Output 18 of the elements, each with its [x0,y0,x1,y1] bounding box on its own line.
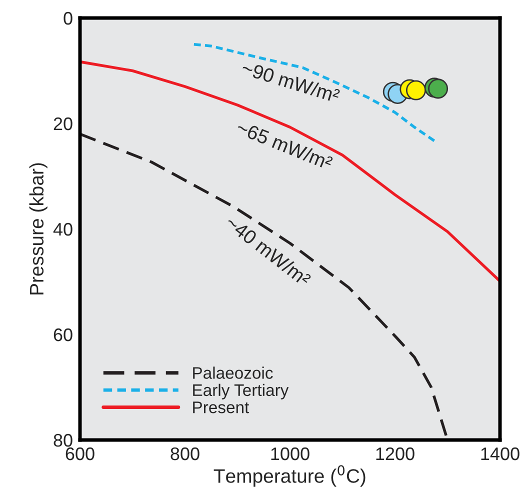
legend-label: Present [193,402,250,414]
y-axis-title: Pressure (kbar) [29,163,48,294]
y-tick-label: 80 [54,434,72,447]
y-tick-label: 0 [64,12,72,25]
y-tick-label: 20 [54,117,72,130]
legend-label: Early Tertiary [193,384,289,400]
x-tick-label: 800 [170,447,200,460]
line-series [80,60,500,283]
x-tick-label: 1000 [271,447,310,460]
x-tick-label: 1400 [481,447,520,460]
legend-label: Palaeozoic [193,366,273,379]
x-tick-label: 1200 [376,447,414,460]
annotation: ~65 mW/m² [236,120,334,170]
annotation: ~90 mW/m² [241,60,341,104]
x-tick-label: 600 [66,447,94,460]
y-tick-label: 60 [54,328,72,342]
x-axis-title: Temperature ($^{0}$C) [214,465,366,487]
y-tick-label: 40 [53,222,72,236]
